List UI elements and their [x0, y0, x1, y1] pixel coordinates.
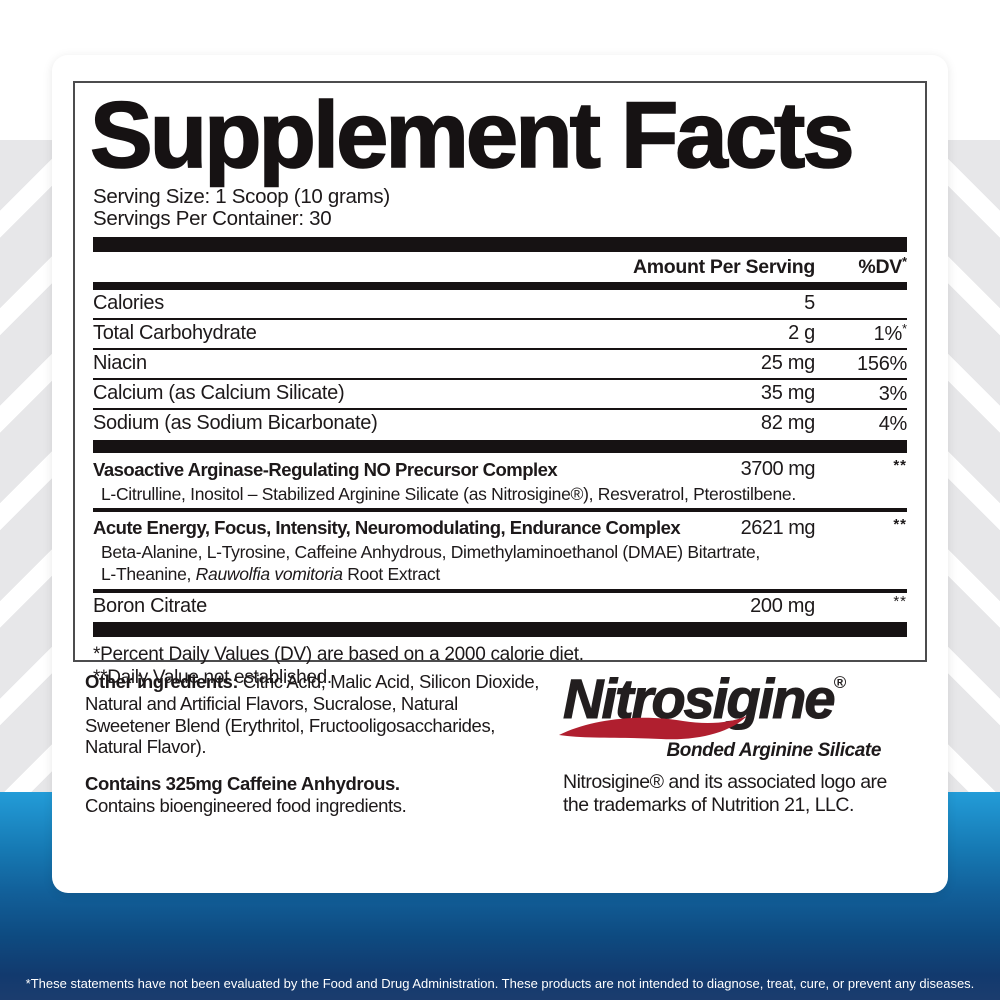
nitrosigine-logo-block: Nitrosigine® Bonded Arginine Silicate Ni… [559, 667, 915, 818]
logo-tagline: Bonded Arginine Silicate [666, 740, 881, 761]
nutrient-dv: 156% [857, 353, 907, 376]
nutrient-amount: 200 mg [750, 594, 815, 617]
complex-dv: ** [893, 515, 907, 533]
other-ingredients-column: Other ingredients: Citric Acid, Malic Ac… [85, 671, 547, 818]
red-swoosh-icon [559, 716, 747, 740]
label-card: Supplement Facts Serving Size: 1 Scoop (… [52, 55, 948, 893]
column-amount-per-serving: Amount Per Serving [632, 255, 815, 278]
fda-disclaimer: *These statements have not been evaluate… [25, 976, 975, 991]
table-row: Total Carbohydrate 2 g 1%* [93, 320, 907, 348]
divider-bar-medium [93, 281, 907, 290]
chevron-pattern-left [0, 140, 60, 792]
divider-bar-thick [93, 621, 907, 637]
nutrient-name: Total Carbohydrate [93, 322, 257, 345]
registered-mark-icon: ® [833, 673, 846, 692]
nutrient-name: Boron Citrate [93, 594, 207, 617]
nutrient-amount: 25 mg [760, 352, 815, 375]
nutrient-name: Niacin [93, 352, 147, 375]
divider-bar-thick [93, 236, 907, 252]
nutrient-amount: 5 [804, 292, 815, 315]
divider-line [93, 377, 907, 380]
nitrosigine-logo: Nitrosigine® [562, 667, 846, 730]
divider-line-medium [93, 508, 907, 513]
nutrient-dv: ** [893, 593, 907, 611]
serving-size: Serving Size: 1 Scoop (10 grams) [93, 184, 390, 208]
other-ingredients: Other ingredients: Citric Acid, Malic Ac… [85, 671, 547, 758]
chevron-pattern-right [940, 140, 1000, 792]
trademark-note: Nitrosigine® and its associated logo are… [563, 771, 887, 817]
complex-name: Acute Energy, Focus, Intensity, Neuromod… [93, 517, 681, 539]
divider-line-medium [93, 588, 907, 593]
lower-section: Other ingredients: Citric Acid, Malic Ac… [85, 667, 915, 818]
complex-name: Vasoactive Arginase-Regulating NO Precur… [93, 458, 558, 480]
other-ingredients-label: Other ingredients: [85, 671, 239, 692]
table-row: Niacin 25 mg 156% [93, 350, 907, 378]
footnote-dv: *Percent Daily Values (DV) are based on … [93, 643, 584, 665]
servings-per-container: Servings Per Container: 30 [93, 207, 332, 231]
table-row: Boron Citrate 200 mg ** [93, 593, 907, 620]
table-row: Calcium (as Calcium Silicate) 35 mg 3% [93, 380, 907, 408]
nutrient-dv: 3% [878, 383, 908, 406]
contains-caffeine: Contains 325mg Caffeine Anhydrous. [85, 773, 400, 795]
panel-title: Supplement Facts [89, 82, 855, 187]
divider-line [93, 347, 907, 350]
complex-row: Vasoactive Arginase-Regulating NO Precur… [93, 456, 907, 484]
nutrient-amount: 82 mg [760, 412, 815, 435]
other-ingredients-text: Citric Acid, Malic Acid, Silicon Dioxide… [85, 671, 540, 758]
complex-dv: ** [893, 457, 907, 475]
complex-ingredients: Beta-Alanine, L-Tyrosine, Caffeine Anhyd… [101, 542, 760, 585]
column-header-row: Amount Per Serving %DV* [93, 252, 907, 282]
divider-bar-thick [93, 439, 907, 453]
divider-line [93, 317, 907, 320]
nutrient-name: Calcium (as Calcium Silicate) [93, 382, 345, 405]
nutrient-amount: 2 g [788, 322, 815, 345]
nutrient-dv: 1%* [873, 321, 907, 346]
divider-line [93, 407, 907, 410]
complex-ingredients: L-Citrulline, Inositol – Stabilized Argi… [101, 483, 796, 504]
nutrient-amount: 35 mg [760, 382, 815, 405]
complex-amount: 3700 mg [740, 458, 816, 481]
footnote-not-established: **Daily Value not established. [93, 666, 332, 688]
table-row: Sodium (as Sodium Bicarbonate) 82 mg 4% [93, 410, 907, 438]
table-row: Calories 5 [93, 290, 907, 318]
column-dv: %DV* [858, 253, 907, 278]
nutrient-dv: 4% [878, 413, 908, 436]
nutrient-name: Sodium (as Sodium Bicarbonate) [93, 412, 378, 435]
nutrient-name: Calories [93, 292, 164, 315]
complex-amount: 2621 mg [740, 516, 816, 539]
supplement-facts-box: Supplement Facts Serving Size: 1 Scoop (… [73, 81, 927, 688]
contains-bioengineered: Contains bioengineered food ingredients. [85, 795, 407, 817]
complex-row: Acute Energy, Focus, Intensity, Neuromod… [93, 514, 907, 542]
